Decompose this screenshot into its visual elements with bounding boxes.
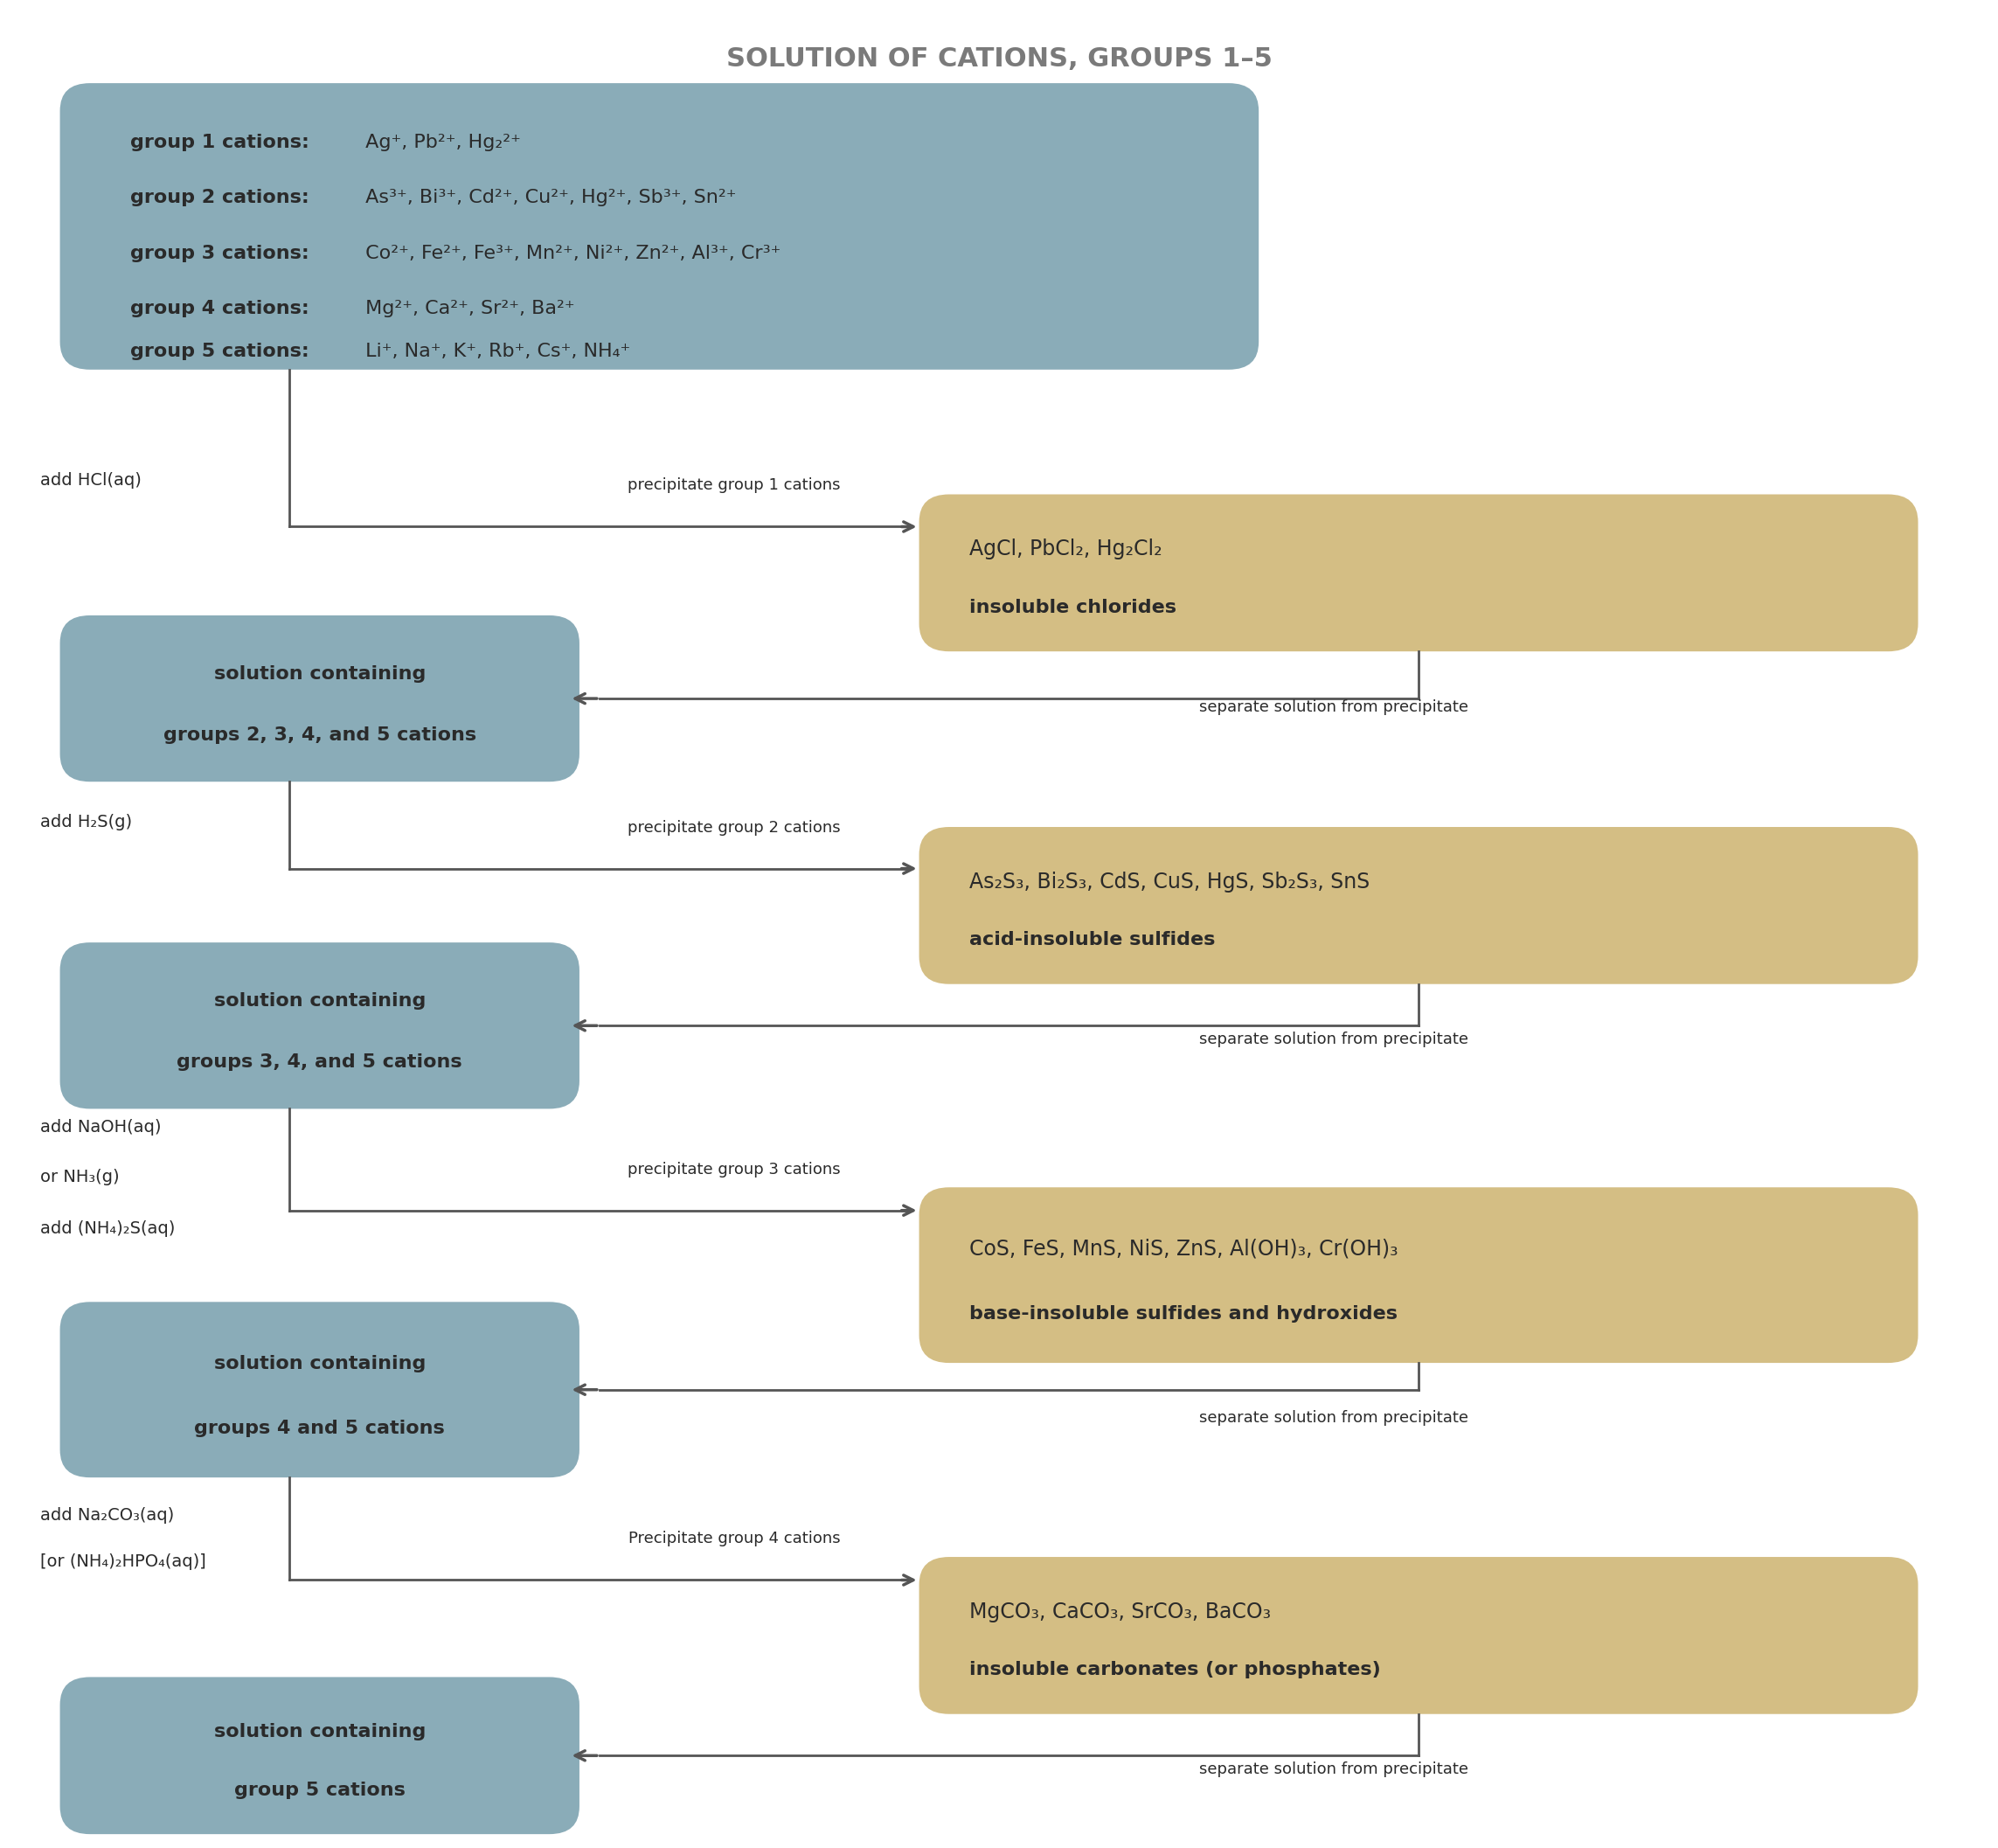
Text: precipitate group 2 cations: precipitate group 2 cations bbox=[627, 819, 841, 835]
Text: [or (NH₄)₂HPO₄(aq)]: [or (NH₄)₂HPO₄(aq)] bbox=[40, 1554, 206, 1569]
Text: add NaOH(aq): add NaOH(aq) bbox=[40, 1120, 162, 1135]
Text: acid-insoluble sulfides: acid-insoluble sulfides bbox=[969, 931, 1215, 948]
FancyBboxPatch shape bbox=[919, 1186, 1918, 1364]
FancyBboxPatch shape bbox=[60, 83, 1259, 370]
Text: As₂S₃, Bi₂S₃, CdS, CuS, HgS, Sb₂S₃, SnS: As₂S₃, Bi₂S₃, CdS, CuS, HgS, Sb₂S₃, SnS bbox=[969, 872, 1369, 893]
Text: base-insoluble sulfides and hydroxides: base-insoluble sulfides and hydroxides bbox=[969, 1305, 1397, 1323]
Text: solution containing: solution containing bbox=[214, 992, 426, 1009]
Text: separate solution from precipitate: separate solution from precipitate bbox=[1199, 699, 1469, 715]
Text: group 4 cations:: group 4 cations: bbox=[130, 299, 310, 318]
Text: Co²⁺, Fe²⁺, Fe³⁺, Mn²⁺, Ni²⁺, Zn²⁺, Al³⁺, Cr³⁺: Co²⁺, Fe²⁺, Fe³⁺, Mn²⁺, Ni²⁺, Zn²⁺, Al³⁺… bbox=[360, 244, 781, 262]
Text: groups 4 and 5 cations: groups 4 and 5 cations bbox=[194, 1419, 446, 1438]
Text: As³⁺, Bi³⁺, Cd²⁺, Cu²⁺, Hg²⁺, Sb³⁺, Sn²⁺: As³⁺, Bi³⁺, Cd²⁺, Cu²⁺, Hg²⁺, Sb³⁺, Sn²⁺ bbox=[360, 188, 737, 207]
Text: solution containing: solution containing bbox=[214, 1724, 426, 1741]
Text: Precipitate group 4 cations: Precipitate group 4 cations bbox=[627, 1530, 841, 1547]
Text: insoluble carbonates (or phosphates): insoluble carbonates (or phosphates) bbox=[969, 1661, 1381, 1678]
Text: solution containing: solution containing bbox=[214, 665, 426, 682]
FancyBboxPatch shape bbox=[60, 942, 579, 1109]
Text: add Na₂CO₃(aq): add Na₂CO₃(aq) bbox=[40, 1508, 174, 1523]
Text: groups 2, 3, 4, and 5 cations: groups 2, 3, 4, and 5 cations bbox=[164, 726, 476, 745]
Text: CoS, FeS, MnS, NiS, ZnS, Al(OH)₃, Cr(OH)₃: CoS, FeS, MnS, NiS, ZnS, Al(OH)₃, Cr(OH)… bbox=[969, 1238, 1399, 1258]
Text: precipitate group 3 cations: precipitate group 3 cations bbox=[627, 1161, 841, 1177]
FancyBboxPatch shape bbox=[60, 1301, 579, 1478]
Text: group 5 cations:: group 5 cations: bbox=[130, 342, 310, 360]
Text: insoluble chlorides: insoluble chlorides bbox=[969, 599, 1177, 615]
Text: MgCO₃, CaCO₃, SrCO₃, BaCO₃: MgCO₃, CaCO₃, SrCO₃, BaCO₃ bbox=[969, 1602, 1271, 1623]
Text: separate solution from precipitate: separate solution from precipitate bbox=[1199, 1410, 1469, 1427]
Text: or NH₃(g): or NH₃(g) bbox=[40, 1170, 120, 1185]
Text: solution containing: solution containing bbox=[214, 1355, 426, 1371]
Text: add HCl(aq): add HCl(aq) bbox=[40, 473, 142, 488]
Text: add H₂S(g): add H₂S(g) bbox=[40, 815, 132, 830]
Text: Mg²⁺, Ca²⁺, Sr²⁺, Ba²⁺: Mg²⁺, Ca²⁺, Sr²⁺, Ba²⁺ bbox=[360, 299, 575, 318]
Text: group 2 cations:: group 2 cations: bbox=[130, 188, 310, 207]
FancyBboxPatch shape bbox=[60, 615, 579, 782]
Text: separate solution from precipitate: separate solution from precipitate bbox=[1199, 1031, 1469, 1048]
FancyBboxPatch shape bbox=[919, 1556, 1918, 1715]
Text: AgCl, PbCl₂, Hg₂Cl₂: AgCl, PbCl₂, Hg₂Cl₂ bbox=[969, 540, 1163, 560]
Text: separate solution from precipitate: separate solution from precipitate bbox=[1199, 1761, 1469, 1778]
Text: Li⁺, Na⁺, K⁺, Rb⁺, Cs⁺, NH₄⁺: Li⁺, Na⁺, K⁺, Rb⁺, Cs⁺, NH₄⁺ bbox=[360, 342, 631, 360]
FancyBboxPatch shape bbox=[919, 495, 1918, 652]
Text: group 1 cations:: group 1 cations: bbox=[130, 133, 310, 152]
Text: groups 3, 4, and 5 cations: groups 3, 4, and 5 cations bbox=[178, 1053, 462, 1072]
Text: add (NH₄)₂S(aq): add (NH₄)₂S(aq) bbox=[40, 1222, 176, 1236]
FancyBboxPatch shape bbox=[60, 1678, 579, 1833]
FancyBboxPatch shape bbox=[919, 828, 1918, 983]
Text: Ag⁺, Pb²⁺, Hg₂²⁺: Ag⁺, Pb²⁺, Hg₂²⁺ bbox=[360, 133, 521, 152]
Text: SOLUTION OF CATIONS, GROUPS 1–5: SOLUTION OF CATIONS, GROUPS 1–5 bbox=[725, 46, 1273, 72]
Text: precipitate group 1 cations: precipitate group 1 cations bbox=[627, 477, 841, 493]
Text: group 5 cations: group 5 cations bbox=[234, 1781, 406, 1798]
Text: group 3 cations:: group 3 cations: bbox=[130, 244, 310, 262]
